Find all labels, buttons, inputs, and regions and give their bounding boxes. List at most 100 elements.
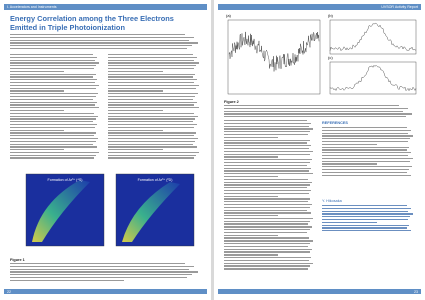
text-line: [10, 34, 185, 36]
text-line: [10, 93, 99, 95]
text-line: [224, 147, 309, 150]
text-line: [108, 129, 164, 131]
text-line: [224, 107, 409, 110]
text-line: [322, 163, 378, 165]
text-line: [10, 101, 98, 103]
text-line: [322, 127, 407, 129]
text-line: [108, 56, 198, 59]
text-line: [10, 109, 64, 112]
text-line: [322, 174, 412, 176]
text-line: [224, 262, 314, 264]
text-line: [10, 123, 98, 126]
left-page: I. Accelerators and Instruments Energy C…: [0, 0, 211, 300]
text-line: [322, 135, 414, 137]
text-line: [10, 95, 96, 98]
text-line: [108, 149, 164, 151]
text-line: [10, 112, 94, 115]
text-line: [108, 54, 193, 56]
text-line: [10, 107, 100, 109]
text-line: [10, 98, 93, 101]
text-line: [224, 265, 311, 267]
text-line: [10, 279, 124, 282]
text-line: [224, 122, 312, 125]
text-line: [224, 136, 278, 139]
text-line: [108, 90, 164, 92]
text-line: [322, 138, 411, 140]
text-line: [224, 153, 311, 155]
density-plot: Formation of Ar³⁺ (⁴S): [25, 173, 105, 247]
text-line: [108, 104, 195, 106]
text-line: [224, 159, 313, 161]
text-line: [322, 210, 409, 212]
header-bar: [4, 4, 207, 10]
text-line: [224, 139, 310, 141]
text-line: [224, 178, 308, 181]
text-line: [224, 195, 278, 197]
text-line: [108, 137, 199, 140]
text-line: [10, 157, 94, 159]
text-line: [224, 156, 278, 158]
text-line: [108, 112, 194, 115]
text-line: [224, 120, 307, 122]
text-line: [108, 123, 198, 126]
text-line: [108, 93, 199, 95]
text-line: [10, 45, 193, 47]
text-line: [108, 59, 195, 61]
text-line: [10, 143, 93, 145]
text-line: [322, 154, 409, 157]
body-column: [108, 54, 200, 160]
text-line: [322, 230, 412, 232]
text-line: [108, 146, 198, 148]
text-line: [108, 67, 194, 70]
text-line: [10, 54, 93, 56]
text-line: [224, 251, 310, 253]
text-line: [322, 207, 412, 210]
text-line: [10, 76, 93, 78]
text-line: [108, 115, 199, 117]
text-line: [108, 79, 198, 81]
text-line: [224, 231, 307, 234]
text-line: [10, 132, 97, 134]
text-line: [10, 70, 64, 73]
text-line: [224, 187, 307, 189]
text-line: [224, 240, 314, 242]
panel-label: (c): [328, 55, 333, 60]
text-line: [224, 203, 313, 206]
text-line: [108, 107, 200, 109]
figure-caption: Figure 1: [10, 258, 25, 262]
text-line: [224, 217, 314, 220]
text-line: [108, 95, 196, 98]
text-line: [224, 220, 311, 222]
text-line: [108, 87, 197, 89]
text-line: [224, 234, 278, 236]
intro-text: [10, 34, 200, 51]
text-line: [10, 126, 95, 129]
caption-text: [10, 263, 200, 283]
text-line: [224, 164, 307, 167]
footer-bar: [218, 289, 421, 294]
text-line: [224, 128, 314, 130]
figure: Formation of Ar³⁺ (⁴S) Formation of Ar³⁺…: [25, 173, 195, 247]
text-line: [10, 135, 94, 137]
text-line: [108, 140, 196, 142]
text-line: [224, 257, 312, 259]
text-line: [322, 218, 408, 221]
text-line: [224, 215, 278, 217]
figure-caption: Figure 2: [224, 100, 239, 104]
caption-text: [224, 105, 414, 119]
panel-label: (a): [226, 13, 232, 18]
text-line: [224, 209, 307, 211]
text-line: [10, 276, 187, 279]
text-line: [10, 73, 96, 75]
text-line: [108, 135, 194, 137]
text-line: [224, 150, 314, 153]
text-line: [108, 65, 197, 67]
text-line: [322, 152, 412, 154]
text-line: [10, 62, 100, 64]
text-line: [224, 181, 313, 183]
text-line: [224, 189, 312, 192]
text-line: [224, 145, 312, 147]
text-line: [322, 160, 411, 162]
footer-bar: [4, 289, 207, 294]
text-line: [10, 151, 100, 154]
